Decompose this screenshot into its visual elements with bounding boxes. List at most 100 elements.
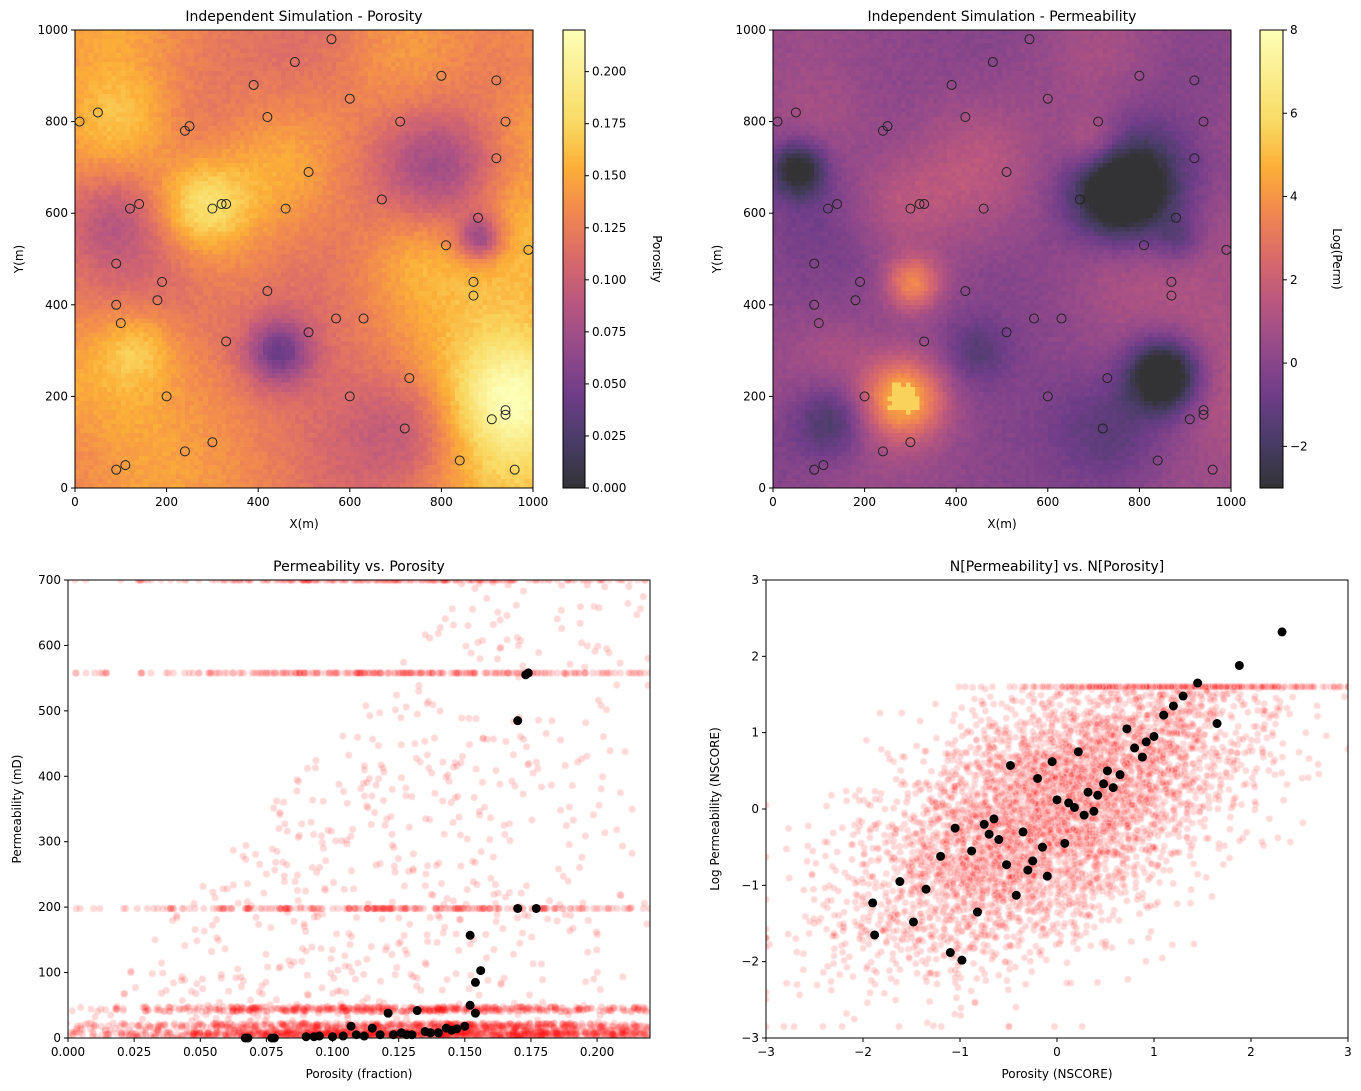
well-marker [157,276,168,287]
data-point [1277,627,1287,637]
subplot-1: Independent Simulation - Permeability X(m… [710,9,1344,531]
data-point [921,884,931,894]
data-point [895,877,905,887]
perm-porosity-cloud [68,580,650,1038]
well-marker [331,313,342,324]
data-point [1099,779,1109,789]
data-point [989,814,999,824]
well-marker [832,199,843,210]
well-marker [124,203,135,214]
data-point [328,1032,338,1042]
well-marker [491,153,502,164]
well-marker [905,437,916,448]
y-tick-label: 800 [45,115,68,129]
well-marker [326,34,337,45]
x-axis-label: X(m) [289,517,318,531]
data-point [945,948,955,958]
well-marker [1189,75,1200,86]
well-marker [772,116,783,127]
data-point [346,1021,356,1031]
axes-frame [67,579,651,1039]
colorbar-label: Porosity [650,235,664,283]
data-point [1193,678,1203,688]
well-marker [395,116,406,127]
well-marker [855,276,866,287]
data-point [1093,790,1103,800]
well-marker [1042,93,1053,104]
data-point [1137,752,1147,762]
data-point [908,917,918,927]
data-point [367,1023,377,1033]
data-point [1159,710,1169,720]
well-marker [1166,290,1177,301]
data-point [359,1031,369,1041]
porosity-heatmap [75,30,533,488]
y-tick-label: 200 [743,389,766,403]
colorbar-label: Log(Perm) [1330,228,1344,289]
y-tick-label: 500 [38,704,61,718]
well-marker [184,121,195,132]
y-tick-label: 0 [758,481,766,495]
well-marker [262,112,273,123]
y-tick-label: 1000 [735,23,766,37]
y-tick-label: 1000 [37,23,68,37]
data-point [523,668,533,678]
well-marker [1097,423,1108,434]
data-point [979,819,989,829]
x-tick-label: 0.100 [315,1045,349,1059]
data-point [1108,783,1118,793]
x-axis-label: X(m) [987,517,1016,531]
x-tick-label: −2 [854,1045,872,1059]
axes-frame [74,29,534,489]
y-tick-label: 100 [38,966,61,980]
x-tick-label: 1 [1150,1045,1158,1059]
well-marker [262,286,273,297]
well-marker [111,258,122,269]
y-tick-label: 700 [38,573,61,587]
well-marker [978,203,989,214]
well-marker [1138,240,1149,251]
well-marker [1074,194,1085,205]
well-marker [859,391,870,402]
y-tick-label: 400 [38,769,61,783]
x-tick-label: 0.000 [51,1045,85,1059]
well-marker [120,460,131,471]
well-marker [509,464,520,475]
data-point [1052,795,1062,805]
data-point [1018,827,1028,837]
x-tick-label: 0 [71,495,79,509]
well-marker [818,460,829,471]
data-point [1122,724,1132,734]
well-marker [1171,212,1182,223]
x-tick-label: 800 [1128,495,1151,509]
data-point [1089,806,1099,816]
x-tick-label: 0.150 [448,1045,482,1059]
well-marker [919,199,930,210]
data-point [1141,737,1151,747]
nscore-cloud [766,580,1348,1038]
data-point [1083,787,1093,797]
data-point [1102,766,1112,776]
well-marker [1134,70,1145,81]
data-point [1115,770,1125,780]
data-point [476,966,486,976]
data-point [1178,691,1188,701]
chart-title: Independent Simulation - Permeability [868,9,1137,25]
well-marker [216,199,227,210]
colorbar-tick-label: 8 [1290,23,1298,37]
data-point [452,1024,462,1034]
data-point [972,907,982,917]
y-tick-label: −1 [741,878,759,892]
well-marker [92,107,103,118]
data-point [1002,860,1012,870]
well-marker [500,116,511,127]
data-point [338,1031,348,1041]
well-marker [344,93,355,104]
data-point [470,1008,480,1018]
well-marker [914,199,925,210]
well-marker [207,203,218,214]
well-marker [500,409,511,420]
data-point [460,1021,470,1031]
well-marker [440,240,451,251]
well-marker [248,79,259,90]
